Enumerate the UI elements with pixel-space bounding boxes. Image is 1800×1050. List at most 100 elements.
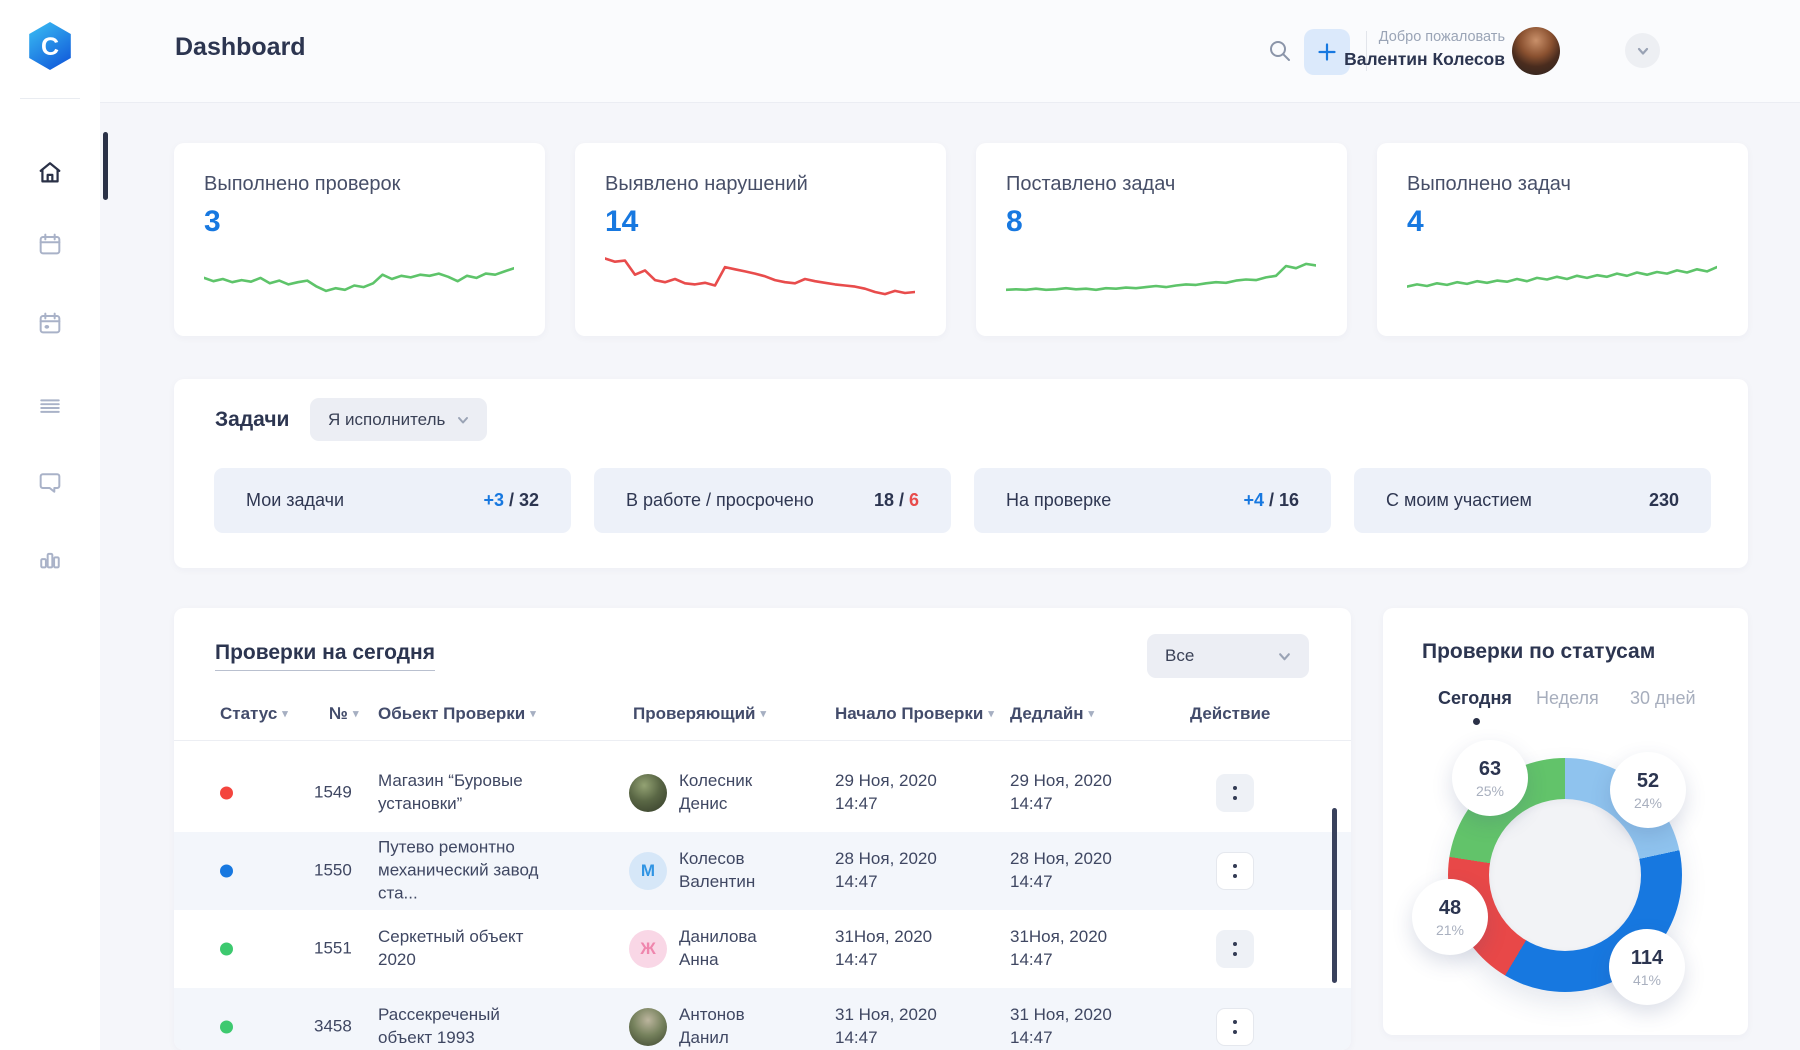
home-icon [39, 162, 61, 183]
sidebar-item-chat[interactable] [36, 469, 64, 497]
task-chip-my-tasks[interactable]: Мои задачи +3 / 32 [214, 468, 571, 533]
kebab-dot [1233, 864, 1237, 868]
column-header-number[interactable]: № ▾ [329, 704, 359, 723]
user-name: Валентин Колесов [1344, 49, 1505, 69]
task-chip-participating[interactable]: С моим участием 230 [1354, 468, 1711, 533]
row-number: 3458 [314, 1016, 352, 1036]
row-object: Серкетный объект 2020 [378, 927, 524, 969]
row-actions-button[interactable] [1216, 852, 1254, 890]
donut-label-red: 48 21% [1412, 879, 1488, 955]
user-menu-button[interactable] [1625, 33, 1660, 68]
sparkline-chart [1407, 265, 1717, 288]
svg-text:C: C [41, 33, 59, 61]
sort-arrow-icon: ▾ [352, 708, 359, 720]
sparkline-chart [1006, 262, 1316, 292]
app-logo-icon[interactable]: C [24, 20, 76, 72]
row-actions-button[interactable] [1216, 774, 1254, 812]
topbar: Dashboard Добро пожаловать Валентин Коле… [100, 0, 1800, 103]
task-chip-label: В работе / просрочено [626, 490, 814, 510]
deadline-datetime: 31Ноя, 2020 14:47 [1010, 927, 1108, 969]
stat-label: Выполнено проверок [204, 173, 401, 195]
kebab-dot [1233, 874, 1237, 878]
table-row[interactable]: 1550 Путево ремонтно механический завод … [174, 832, 1351, 910]
sort-arrow-icon: ▾ [1088, 708, 1095, 720]
deadline-datetime: 28 Ноя, 2020 14:47 [1010, 849, 1112, 891]
task-chip-label: На проверке [1006, 490, 1112, 510]
chat-icon [39, 473, 61, 493]
active-nav-indicator [103, 132, 108, 200]
table-row[interactable]: 1551 Серкетный объект 2020 Ж Данилова Ан… [174, 910, 1351, 988]
tab-today[interactable]: Сегодня [1438, 688, 1512, 708]
start-datetime: 31Ноя, 2020 14:47 [835, 927, 933, 969]
row-actions-button[interactable] [1216, 930, 1254, 968]
task-chip-label: С моим участием [1386, 490, 1532, 510]
sort-arrow-icon: ▾ [530, 708, 536, 720]
status-dot [220, 786, 233, 800]
search-icon [1270, 41, 1290, 61]
column-header-inspector[interactable]: Проверяющий ▾ [633, 704, 767, 723]
row-object: Магазин “Буровые установки” [378, 771, 523, 813]
search-button[interactable] [1266, 38, 1294, 66]
start-datetime: 28 Ноя, 2020 14:47 [835, 849, 937, 891]
column-header-start[interactable]: Начало Проверки ▾ [835, 704, 994, 723]
column-header-object[interactable]: Обьект Проверки ▾ [378, 704, 536, 723]
row-object: Путево ремонтно механический завод ста..… [378, 837, 539, 903]
task-chip-on-review[interactable]: На проверке +4 / 16 [974, 468, 1331, 533]
row-actions-button[interactable] [1216, 1008, 1254, 1046]
sort-arrow-icon: ▾ [760, 708, 767, 720]
column-header-action: Действие [1190, 704, 1271, 723]
tasks-filter-dropdown[interactable]: Я исполнитель [310, 398, 488, 441]
inspections-filter-dropdown[interactable]: Все [1147, 634, 1309, 678]
sidebar-item-stats[interactable] [36, 544, 64, 572]
chevron-down-icon [1637, 47, 1648, 55]
table-header-row: Статус ▾ № ▾ Обьект Проверки ▾ Проверяющий ▾… [174, 704, 1351, 732]
plus-icon [1318, 43, 1336, 61]
tasks-title: Задачи [215, 408, 290, 431]
sidebar-item-calendar-event[interactable] [36, 309, 64, 337]
sidebar: C [0, 0, 100, 1050]
inspector-avatar [629, 774, 667, 812]
sparkline-chart [204, 266, 514, 293]
status-chart-section: Проверки по статусам Сегодня Неделя 30 д… [1383, 608, 1748, 1035]
task-chip-in-progress[interactable]: В работе / просрочено 18 / 6 [594, 468, 951, 533]
stat-card-inspections-done: Выполнено проверок 3 [174, 143, 545, 336]
task-chip-value: 18 / 6 [873, 490, 919, 510]
column-header-deadline[interactable]: Дедлайн ▾ [1010, 704, 1095, 723]
row-number: 1551 [314, 938, 352, 958]
task-chip-value: 230 [1648, 490, 1679, 510]
sparkline-chart [605, 257, 915, 296]
donut-label-blue: 114 41% [1609, 929, 1685, 1005]
stat-value: 14 [605, 205, 639, 238]
column-header-status[interactable]: Статус ▾ [220, 704, 288, 723]
inspections-filter-value: Все [1165, 646, 1195, 665]
table-scrollbar[interactable] [1332, 808, 1337, 983]
row-object: Рассекреченый объект 1993 [378, 1005, 500, 1047]
inspector-avatar [629, 1008, 667, 1046]
table-row[interactable]: 1549 Магазин “Буровые установки” Колесни… [174, 754, 1351, 832]
chevron-down-icon [458, 416, 469, 423]
user-avatar[interactable] [1512, 27, 1560, 75]
start-datetime: 31 Ноя, 2020 14:47 [835, 1005, 937, 1047]
tab-30days[interactable]: 30 дней [1630, 688, 1696, 708]
welcome-block: Добро пожаловать Валентин Колесов [1330, 29, 1505, 70]
row-number: 1550 [314, 860, 352, 880]
add-button[interactable] [1304, 29, 1350, 75]
status-chart-title: Проверки по статусам [1422, 640, 1656, 663]
inspections-title-link[interactable]: Проверки на сегодня [215, 641, 435, 671]
welcome-text: Добро пожаловать [1378, 29, 1505, 45]
task-chip-value: +4 / 16 [1243, 490, 1299, 510]
sidebar-item-calendar[interactable] [36, 230, 64, 258]
bar-chart-icon [40, 552, 60, 569]
task-chip-value: +3 / 32 [483, 490, 539, 510]
kebab-dot [1233, 796, 1237, 800]
sidebar-item-list[interactable] [36, 391, 64, 419]
tab-week[interactable]: Неделя [1536, 688, 1599, 708]
inspections-table-section: Проверки на сегодня Все Статус ▾ № ▾ Обьек… [174, 608, 1351, 1050]
tasks-section: Задачи Я исполнитель Мои задачи +3 / 32 … [174, 379, 1748, 568]
kebab-dot [1233, 942, 1237, 946]
sidebar-item-home[interactable] [36, 158, 64, 186]
kebab-dot [1233, 1030, 1237, 1034]
table-row[interactable]: 3458 Рассекреченый объект 1993 Антонов Д… [174, 988, 1351, 1050]
status-dot [220, 1020, 233, 1034]
